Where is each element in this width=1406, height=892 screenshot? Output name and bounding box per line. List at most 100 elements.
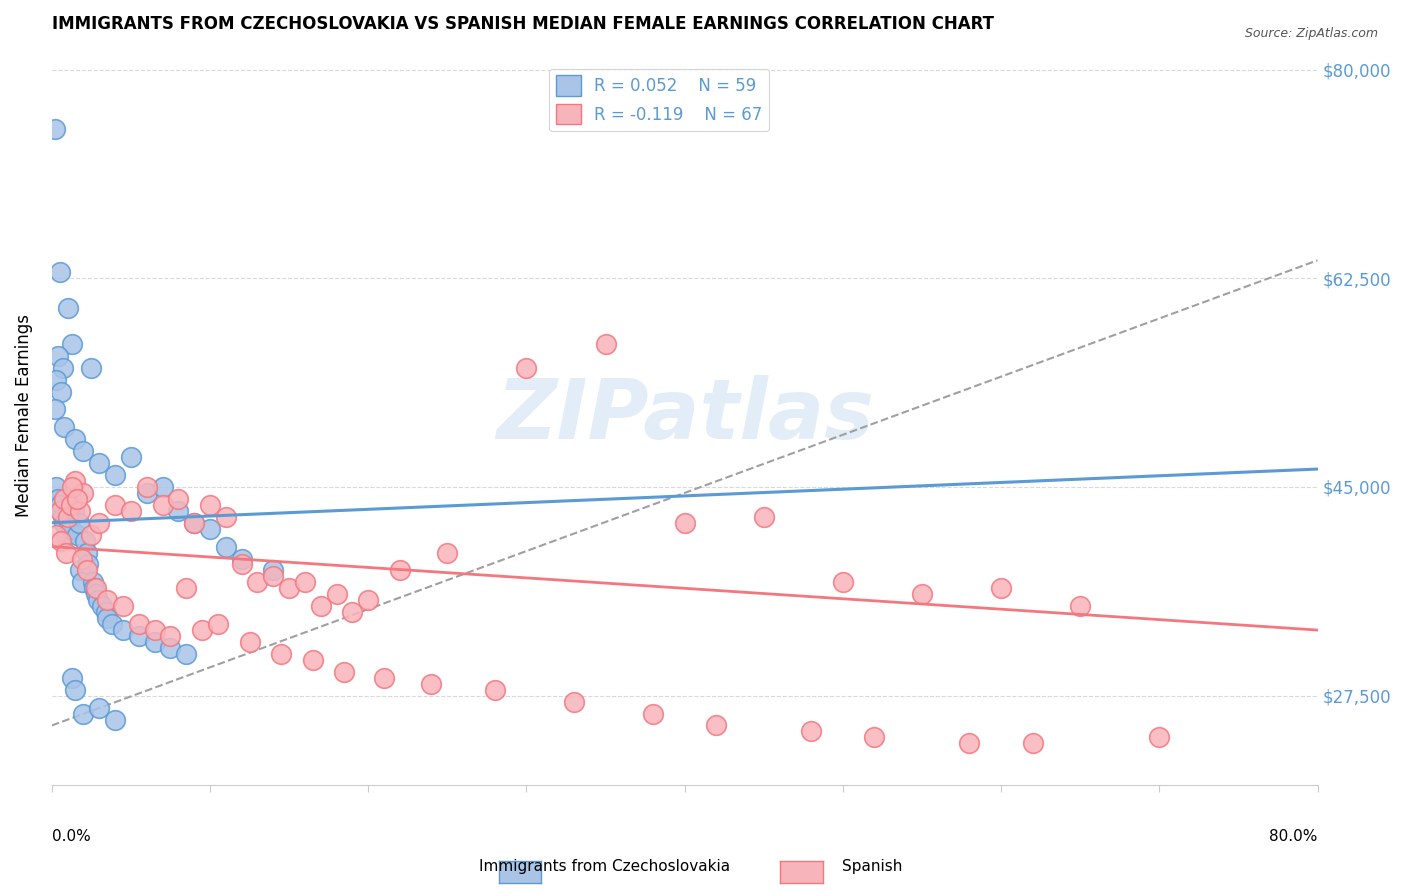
- Point: [76, 545, 98, 559]
- Point: [159, 640, 181, 655]
- Point: [704, 718, 727, 732]
- Point: [60, 480, 83, 494]
- Point: [104, 498, 127, 512]
- Point: [53, 491, 76, 506]
- Point: [174, 582, 197, 596]
- Point: [262, 563, 284, 577]
- Point: [96, 611, 118, 625]
- Point: [104, 468, 127, 483]
- Point: [143, 623, 166, 637]
- Point: [270, 647, 292, 661]
- Point: [46, 491, 69, 506]
- Point: [51, 384, 73, 399]
- Point: [56, 509, 79, 524]
- Point: [167, 504, 190, 518]
- Point: [673, 516, 696, 530]
- Point: [198, 522, 221, 536]
- Legend: R = 0.052    N = 59, R = -0.119    N = 67: R = 0.052 N = 59, R = -0.119 N = 67: [550, 69, 769, 131]
- Text: Spanish: Spanish: [842, 859, 901, 874]
- Text: ZIPatlas: ZIPatlas: [496, 375, 873, 456]
- Point: [59, 522, 82, 536]
- Point: [53, 516, 76, 530]
- Point: [76, 563, 98, 577]
- Point: [301, 653, 323, 667]
- Point: [67, 516, 90, 530]
- Point: [73, 533, 96, 548]
- Point: [135, 486, 157, 500]
- Point: [294, 575, 316, 590]
- Point: [69, 563, 91, 577]
- Point: [58, 516, 80, 530]
- Point: [89, 516, 111, 530]
- Point: [641, 706, 664, 721]
- Point: [48, 498, 70, 512]
- Point: [420, 677, 443, 691]
- Point: [831, 575, 853, 590]
- Point: [198, 498, 221, 512]
- Point: [167, 491, 190, 506]
- Point: [309, 599, 332, 614]
- Point: [89, 700, 111, 714]
- Point: [128, 629, 150, 643]
- Point: [80, 527, 103, 541]
- Point: [86, 593, 108, 607]
- Point: [342, 605, 364, 619]
- Point: [45, 373, 67, 387]
- Point: [562, 695, 585, 709]
- Point: [65, 432, 87, 446]
- Point: [101, 617, 124, 632]
- Point: [333, 665, 356, 679]
- Point: [63, 504, 86, 518]
- Point: [55, 527, 77, 541]
- Point: [1069, 599, 1091, 614]
- Point: [72, 444, 94, 458]
- Text: IMMIGRANTS FROM CZECHOSLOVAKIA VS SPANISH MEDIAN FEMALE EARNINGS CORRELATION CHA: IMMIGRANTS FROM CZECHOSLOVAKIA VS SPANIS…: [52, 15, 994, 33]
- Text: Immigrants from Czechoslovakia: Immigrants from Czechoslovakia: [479, 859, 730, 874]
- Point: [515, 360, 537, 375]
- Point: [159, 629, 181, 643]
- Point: [84, 582, 107, 596]
- Point: [595, 336, 617, 351]
- Point: [94, 605, 117, 619]
- Point: [128, 617, 150, 632]
- Point: [120, 504, 142, 518]
- Point: [215, 540, 238, 554]
- Point: [55, 545, 77, 559]
- Point: [215, 509, 238, 524]
- Point: [120, 450, 142, 464]
- Point: [82, 575, 104, 590]
- Point: [183, 516, 205, 530]
- Point: [52, 509, 75, 524]
- Point: [60, 671, 83, 685]
- Point: [231, 551, 253, 566]
- Point: [91, 599, 114, 614]
- Point: [357, 593, 380, 607]
- Point: [60, 336, 83, 351]
- Point: [152, 480, 174, 494]
- Point: [96, 593, 118, 607]
- Point: [83, 582, 105, 596]
- Point: [70, 551, 93, 566]
- Y-axis label: Median Female Earnings: Median Female Earnings: [15, 314, 32, 516]
- Point: [143, 635, 166, 649]
- Point: [152, 498, 174, 512]
- Point: [65, 682, 87, 697]
- Point: [53, 420, 76, 434]
- Point: [262, 569, 284, 583]
- Point: [89, 456, 111, 470]
- Point: [51, 504, 73, 518]
- Point: [80, 360, 103, 375]
- Point: [752, 509, 775, 524]
- Point: [70, 575, 93, 590]
- Point: [46, 349, 69, 363]
- Point: [45, 527, 67, 541]
- Point: [72, 486, 94, 500]
- Point: [52, 360, 75, 375]
- Point: [44, 402, 66, 417]
- Point: [84, 587, 107, 601]
- Point: [69, 504, 91, 518]
- Point: [231, 558, 253, 572]
- Point: [56, 301, 79, 315]
- Point: [65, 474, 87, 488]
- Point: [990, 582, 1012, 596]
